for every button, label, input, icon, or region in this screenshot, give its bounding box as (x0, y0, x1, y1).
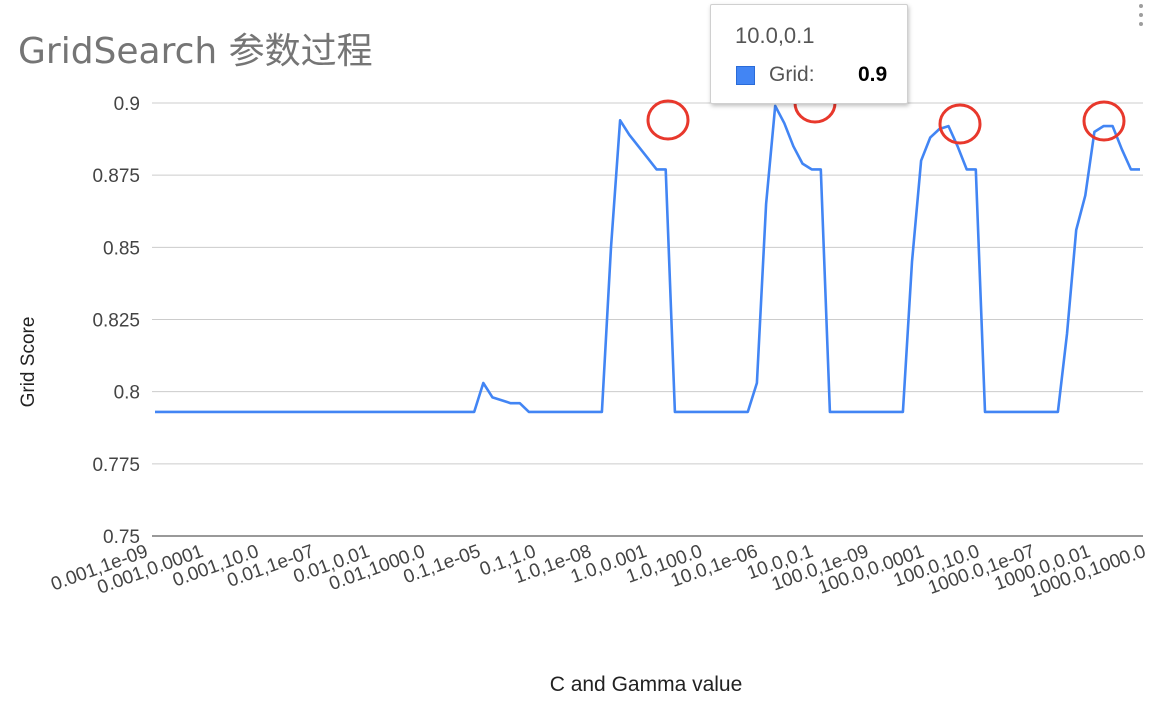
more-options-icon[interactable] (1136, 4, 1146, 40)
tooltip-series-label: Grid: (769, 63, 815, 86)
y-tick-label: 0.875 (92, 166, 140, 187)
highlight-circle (938, 103, 982, 145)
tooltip-header: 10.0,0.1 (735, 23, 815, 48)
y-tick-label: 0.85 (103, 238, 140, 259)
x-axis-title: C and Gamma value (550, 673, 743, 696)
tooltip-value: 0.9 (858, 63, 888, 86)
y-axis-title: Grid Score (18, 317, 39, 408)
tooltip-series-swatch (736, 66, 755, 85)
y-tick-label: 0.775 (92, 455, 140, 476)
gridlines (152, 102, 1143, 537)
tooltip: 10.0,0.1 Grid: 0.9 (710, 4, 908, 104)
x-axis-ticks: 0.001,1e-090.001,0.00010.001,10.00.01,1e… (48, 541, 1148, 602)
y-tick-label: 0.75 (103, 527, 140, 548)
y-tick-label: 0.9 (114, 94, 140, 115)
y-tick-label: 0.825 (92, 311, 140, 332)
chart-title: GridSearch 参数过程 (18, 31, 373, 72)
highlight-circle (646, 99, 690, 141)
series-layer[interactable] (153, 104, 1142, 414)
highlight-circle (1082, 100, 1126, 142)
y-tick-label: 0.8 (114, 383, 140, 404)
series-line-grid[interactable] (155, 104, 1140, 414)
y-axis-ticks: 0.9 0.875 0.85 0.825 0.8 0.775 0.75 (92, 94, 140, 548)
